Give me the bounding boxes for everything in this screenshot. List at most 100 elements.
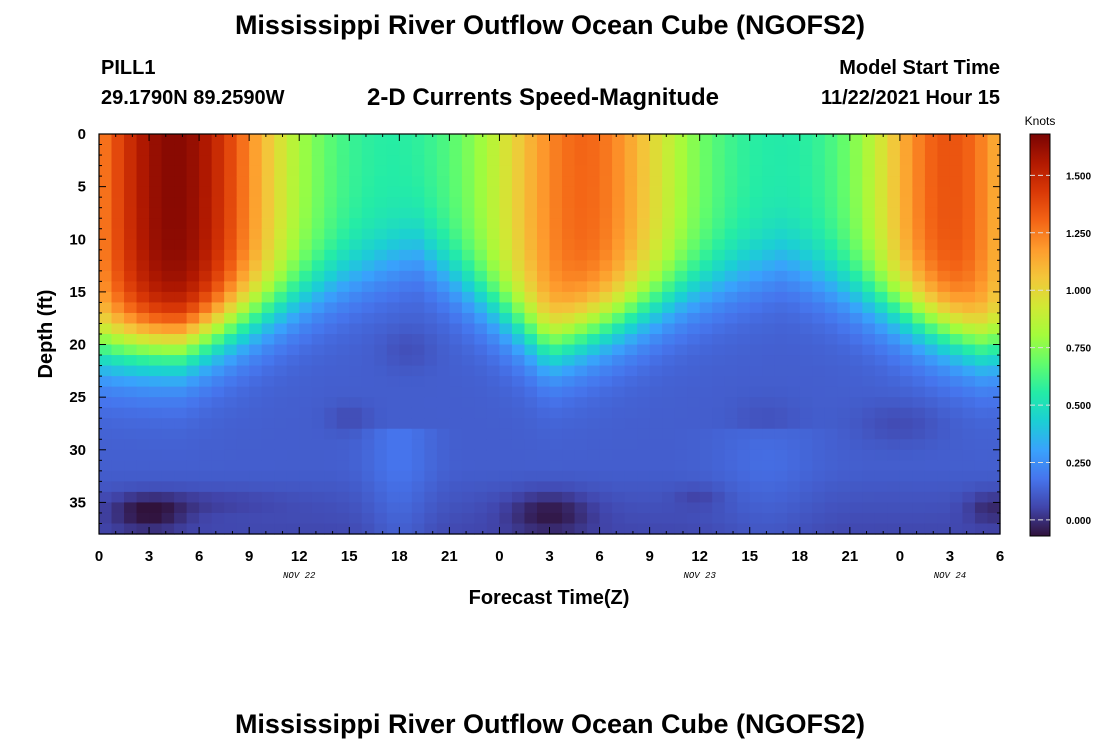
heatmap-cell bbox=[99, 523, 113, 535]
y-tick-label: 30 bbox=[69, 442, 86, 459]
heatmap-cell bbox=[336, 355, 350, 367]
heatmap-cell bbox=[912, 523, 926, 535]
heatmap-cell bbox=[536, 334, 551, 346]
heatmap-cell bbox=[311, 312, 325, 325]
heatmap-cell bbox=[186, 334, 200, 346]
heatmap-cell bbox=[286, 302, 300, 314]
heatmap-cell bbox=[599, 449, 613, 461]
heatmap-cell bbox=[562, 249, 576, 261]
heatmap-cell bbox=[787, 281, 801, 293]
heatmap-cell bbox=[812, 144, 826, 156]
heatmap-cell bbox=[937, 323, 951, 335]
heatmap-cell bbox=[124, 344, 138, 356]
heatmap-cell bbox=[774, 449, 788, 461]
heatmap-cell bbox=[712, 197, 726, 209]
heatmap-cell bbox=[474, 428, 488, 440]
heatmap-cell bbox=[787, 197, 801, 209]
heatmap-cell bbox=[774, 186, 788, 198]
heatmap-cell bbox=[311, 144, 325, 156]
heatmap-cell bbox=[624, 376, 638, 388]
heatmap-cell bbox=[799, 334, 813, 346]
heatmap-cell bbox=[787, 228, 801, 240]
heatmap-cell bbox=[311, 344, 325, 356]
heatmap-cell bbox=[637, 470, 651, 482]
heatmap-cell bbox=[737, 228, 751, 240]
heatmap-cell bbox=[324, 502, 338, 514]
heatmap-cell bbox=[174, 155, 188, 167]
heatmap-cell bbox=[949, 207, 964, 219]
heatmap-cell bbox=[874, 260, 888, 272]
heatmap-cell bbox=[799, 239, 813, 251]
second-page-title: Mississippi River Outflow Ocean Cube (NG… bbox=[234, 709, 866, 739]
heatmap-cell bbox=[274, 207, 288, 219]
heatmap-cell bbox=[862, 344, 876, 356]
heatmap-cell bbox=[599, 218, 613, 230]
heatmap-cell bbox=[549, 344, 563, 356]
heatmap-cell bbox=[612, 449, 626, 461]
heatmap-cell bbox=[436, 291, 450, 304]
heatmap-cell bbox=[249, 334, 263, 346]
heatmap-cell bbox=[149, 481, 163, 493]
heatmap-cell bbox=[787, 334, 801, 346]
heatmap-cell bbox=[912, 228, 926, 240]
heatmap-cell bbox=[236, 165, 250, 177]
heatmap-cell bbox=[762, 207, 776, 219]
heatmap-cell bbox=[349, 197, 363, 209]
heatmap-cell bbox=[974, 481, 989, 493]
heatmap-cell bbox=[849, 512, 863, 525]
heatmap-cell bbox=[149, 165, 163, 177]
heatmap-cell bbox=[424, 344, 438, 356]
heatmap-cell bbox=[812, 239, 826, 251]
heatmap-cell bbox=[899, 260, 913, 272]
heatmap-cell bbox=[624, 207, 638, 219]
heatmap-cell bbox=[99, 312, 113, 325]
heatmap-cell bbox=[849, 186, 863, 198]
heatmap-cell bbox=[599, 428, 613, 440]
heatmap-cell bbox=[737, 144, 751, 156]
heatmap-cell bbox=[261, 334, 275, 346]
heatmap-cell bbox=[499, 523, 513, 535]
heatmap-cell bbox=[199, 134, 213, 146]
heatmap-cell bbox=[274, 376, 288, 388]
heatmap-cell bbox=[587, 512, 601, 525]
heatmap-cell bbox=[587, 428, 601, 440]
heatmap-cell bbox=[987, 418, 1001, 430]
heatmap-cell bbox=[574, 481, 588, 493]
heatmap-cell bbox=[662, 386, 676, 398]
heatmap-cell bbox=[687, 302, 701, 314]
heatmap-cell bbox=[812, 176, 826, 188]
heatmap-cell bbox=[511, 344, 526, 356]
heatmap-cell bbox=[136, 512, 150, 525]
heatmap-cell bbox=[949, 312, 964, 325]
heatmap-cell bbox=[274, 281, 288, 293]
heatmap-cell bbox=[912, 134, 926, 146]
heatmap-cell bbox=[224, 176, 238, 188]
heatmap-cell bbox=[812, 270, 826, 282]
heatmap-cell bbox=[924, 228, 939, 240]
heatmap-cell bbox=[812, 302, 826, 314]
heatmap-cell bbox=[374, 334, 388, 346]
heatmap-cell bbox=[949, 239, 964, 251]
heatmap-cell bbox=[524, 449, 538, 461]
heatmap-cell bbox=[349, 239, 363, 251]
heatmap-cell bbox=[174, 176, 188, 188]
heatmap-cell bbox=[599, 144, 613, 156]
heatmap-cell bbox=[799, 302, 813, 314]
heatmap-cell bbox=[261, 460, 275, 472]
heatmap-cell bbox=[499, 428, 513, 440]
heatmap-cell bbox=[887, 186, 901, 198]
heatmap-cell bbox=[774, 312, 788, 325]
heatmap-cell bbox=[824, 144, 838, 156]
heatmap-cell bbox=[612, 302, 626, 314]
heatmap-cell bbox=[574, 502, 588, 514]
heatmap-cell bbox=[949, 218, 964, 230]
heatmap-cell bbox=[186, 312, 200, 325]
heatmap-cell bbox=[899, 344, 913, 356]
heatmap-cell bbox=[937, 355, 951, 367]
heatmap-cell bbox=[574, 134, 588, 146]
heatmap-cell bbox=[662, 302, 676, 314]
heatmap-cell bbox=[286, 281, 300, 293]
heatmap-cell bbox=[762, 249, 776, 261]
heatmap-cell bbox=[974, 323, 989, 335]
heatmap-cell bbox=[399, 449, 413, 461]
